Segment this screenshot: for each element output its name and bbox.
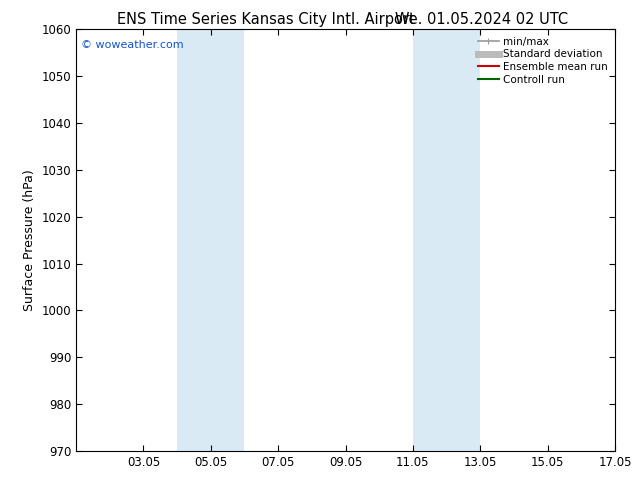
Y-axis label: Surface Pressure (hPa): Surface Pressure (hPa)	[23, 169, 36, 311]
Text: We. 01.05.2024 02 UTC: We. 01.05.2024 02 UTC	[395, 12, 569, 27]
Text: ENS Time Series Kansas City Intl. Airport: ENS Time Series Kansas City Intl. Airpor…	[117, 12, 415, 27]
Legend: min/max, Standard deviation, Ensemble mean run, Controll run: min/max, Standard deviation, Ensemble me…	[476, 35, 610, 87]
Text: © woweather.com: © woweather.com	[81, 40, 184, 50]
Bar	[177, 29, 245, 451]
Bar	[413, 29, 481, 451]
